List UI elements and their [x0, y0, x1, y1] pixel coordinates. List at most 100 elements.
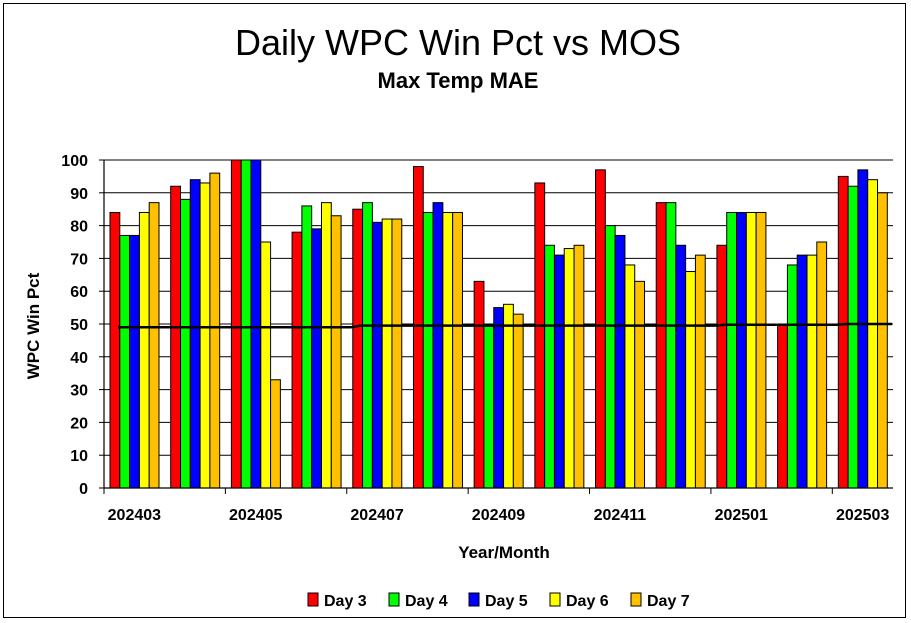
bar-day-7-202408: [452, 211, 463, 489]
bar-day-6-202408: [442, 211, 454, 489]
reference-line: [118, 322, 892, 329]
bar-day-7-202412: [694, 254, 706, 489]
bar-day-5-202503: [857, 169, 869, 489]
bar-day-7-202403: [148, 202, 160, 489]
bar-day-6-202410: [563, 248, 575, 489]
bar-day-6-202409: [503, 303, 514, 489]
y-tick-label: 80: [70, 219, 88, 236]
y-tick-label: 20: [70, 415, 88, 432]
x-tick-label: 202501: [715, 507, 768, 524]
bar-day-7-202404: [209, 172, 221, 489]
bar-day-6-202403: [138, 211, 150, 489]
bar-day-4-202501: [726, 211, 738, 489]
bar-day-5-202409: [493, 307, 505, 489]
bar-day-7-202406: [330, 215, 342, 489]
legend-swatch-day-3: [307, 592, 319, 607]
bar-day-6-202407: [381, 218, 393, 489]
bar-day-7-202409: [512, 313, 524, 489]
bar-day-3-202403: [109, 211, 121, 489]
legend-swatch-day-6: [549, 592, 561, 607]
bar-day-5-202412: [675, 244, 687, 489]
legend-swatch-day-5: [468, 592, 480, 607]
bar-day-6-202405: [260, 241, 272, 489]
bar-day-7-202405: [270, 379, 281, 489]
bar-day-5-202405: [250, 159, 262, 489]
bar-day-5-202408: [432, 202, 444, 489]
bars: [109, 159, 888, 489]
bar-day-7-202411: [634, 280, 646, 489]
bar-day-3-202412: [655, 202, 667, 489]
bar-day-4-202404: [179, 198, 191, 489]
x-tick-label: 202409: [472, 507, 525, 524]
bar-day-6-202411: [624, 264, 636, 489]
y-tick-label: 90: [70, 186, 88, 203]
legend: Day 3 Day 4 Day 5 Day 6 Day 7: [307, 592, 690, 610]
x-tick-label: 202411: [594, 507, 647, 524]
bar-day-3-202405: [230, 159, 242, 489]
y-tick-label: 50: [70, 317, 88, 334]
y-axis-label: WPC Win Pct: [24, 272, 43, 379]
bar-day-7-202407: [391, 218, 403, 489]
bar-day-3-202409: [473, 280, 485, 489]
x-tick-label: 202503: [836, 507, 889, 524]
axes: [99, 159, 893, 494]
legend-label-day-3: Day 3: [324, 593, 367, 610]
bar-day-4-202405: [240, 159, 252, 489]
bar-day-6-202406: [320, 202, 332, 489]
bar-day-3-202411: [595, 169, 606, 489]
bar-day-6-202404: [199, 182, 211, 489]
legend-swatch-day-7: [630, 592, 642, 607]
bar-day-5-202406: [311, 228, 322, 489]
bar-day-4-202411: [604, 225, 616, 489]
bar-day-3-202502: [777, 323, 788, 489]
bar-day-7-202503: [877, 192, 888, 489]
x-tick-label: 202407: [350, 507, 403, 524]
bar-day-7-202501: [755, 211, 767, 489]
bar-day-7-202502: [816, 241, 828, 489]
bar-day-4-202502: [786, 264, 798, 489]
bar-day-3-202407: [352, 208, 364, 489]
legend-swatch-day-4: [388, 592, 400, 607]
bar-day-3-202501: [716, 244, 728, 489]
bar-day-6-202502: [806, 254, 818, 489]
bar-day-5-202404: [189, 179, 201, 489]
bar-day-5-202407: [371, 221, 383, 489]
legend-label-day-5: Day 5: [485, 593, 528, 610]
bar-day-6-202501: [745, 211, 757, 489]
bar-day-3-202410: [534, 182, 546, 489]
x-tick-labels: 202403 202405 202407 202409 202411 202501 2025…: [108, 507, 890, 524]
bar-day-3-202408: [412, 166, 424, 489]
legend-label-day-7: Day 7: [647, 593, 690, 610]
y-tick-label: 60: [70, 284, 88, 301]
reference-line-path: [118, 322, 892, 329]
bar-day-4-202406: [301, 205, 313, 489]
bar-day-4-202408: [422, 211, 434, 489]
bar-day-6-202412: [685, 271, 696, 489]
bar-day-5-202410: [553, 254, 565, 489]
bar-day-4-202403: [119, 234, 131, 489]
bar-day-5-202501: [736, 211, 747, 489]
bar-day-5-202502: [796, 254, 808, 489]
y-tick-label: 0: [79, 481, 88, 498]
y-tick-label: 40: [70, 350, 88, 367]
chart-title: Daily WPC Win Pct vs MOS: [235, 22, 681, 63]
y-tick-label: 100: [61, 153, 88, 170]
y-tick-label: 30: [70, 383, 88, 400]
y-tick-label: 70: [70, 251, 88, 268]
x-axis-label: Year/Month: [458, 543, 550, 562]
bar-day-6-202503: [867, 179, 879, 489]
bar-day-4-202503: [847, 185, 859, 489]
bar-day-7-202410: [573, 244, 585, 489]
chart-subtitle: Max Temp MAE: [378, 68, 539, 93]
x-tick-label: 202405: [229, 507, 282, 524]
y-tick-labels: 0 10 20 30 40 50 60 70 80 90 100: [61, 153, 88, 498]
legend-label-day-6: Day 6: [566, 593, 609, 610]
bar-day-3-202404: [170, 185, 181, 489]
bar-day-5-202411: [614, 234, 626, 489]
bar-day-5-202403: [129, 234, 140, 489]
y-tick-label: 10: [70, 448, 88, 465]
bar-day-4-202410: [544, 244, 555, 489]
bar-day-3-202406: [291, 231, 303, 489]
bar-day-4-202407: [362, 202, 373, 489]
